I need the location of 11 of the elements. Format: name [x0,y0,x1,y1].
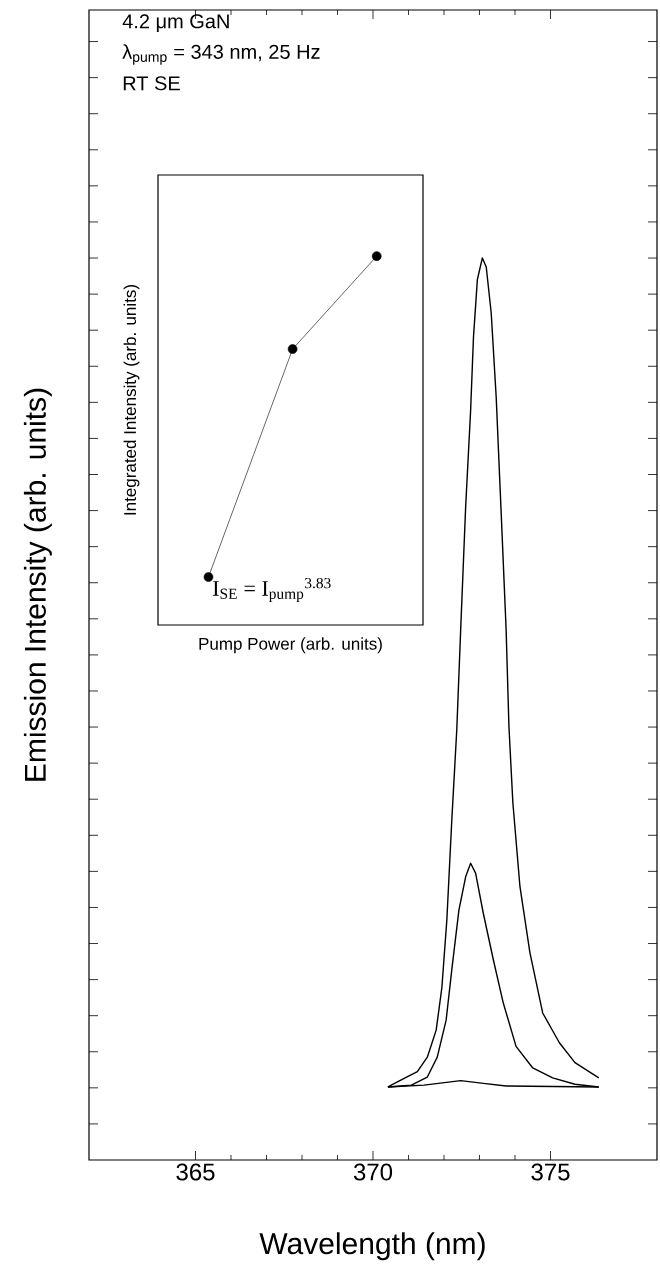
y-axis-title: Integrated Intensity (arb. units) [123,285,140,515]
text: RT SE [123,76,180,91]
x-axis-title: Pump Power (arb. units) [199,637,382,654]
x-axis-title: Wavelength (nm) [259,1232,485,1261]
x-tick-label: 375 [531,1163,570,1181]
annotation: I$_{SE}$ = I$_{pump}$3.83 [213,577,331,603]
text: λ$_{pump}$ = 343 nm, 25 Hz [122,44,320,65]
text: 4.2 μm GaN [122,14,229,32]
y-axis-title: Emission Intensity (arb. units) [23,388,52,781]
x-tick-label: 365 [176,1163,215,1181]
x-tick-label: 370 [353,1163,393,1181]
